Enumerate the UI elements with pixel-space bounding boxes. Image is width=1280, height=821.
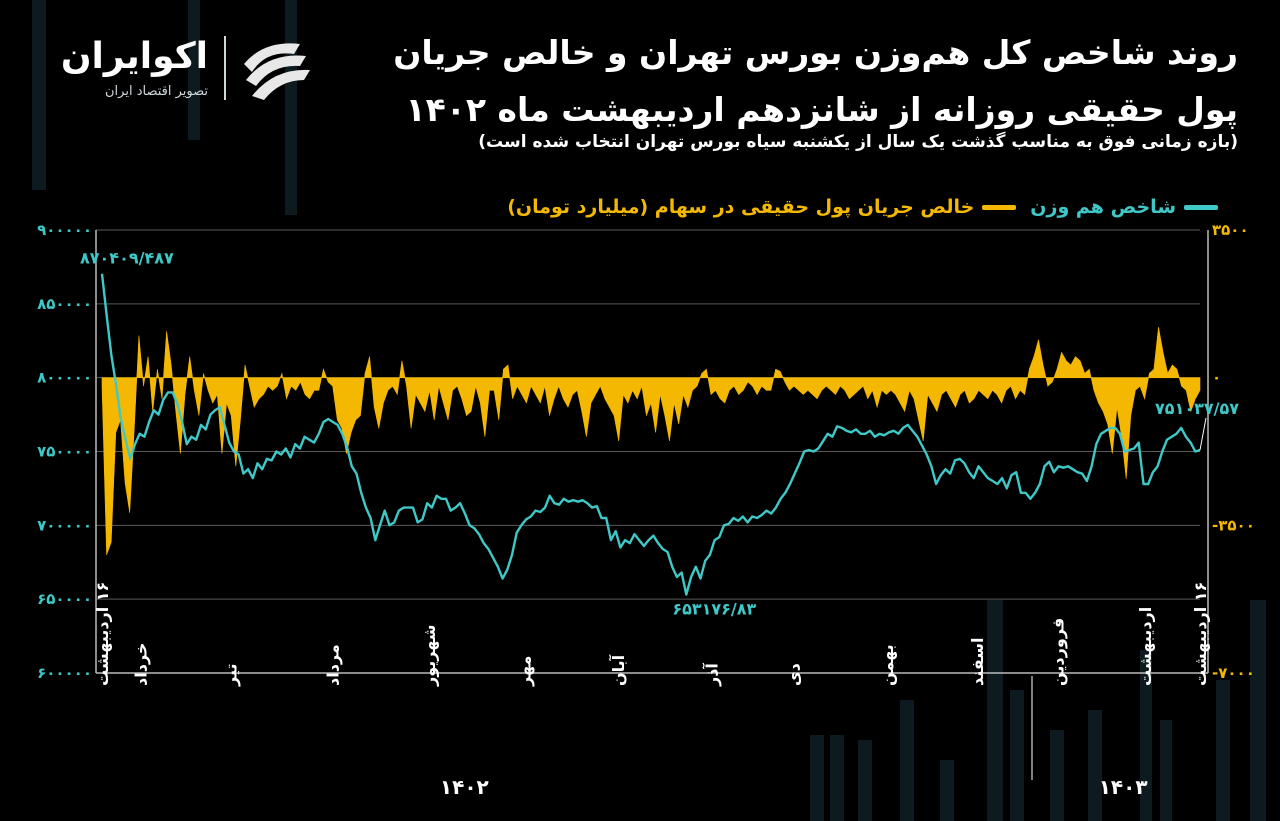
month-label: فروردین (1048, 618, 1067, 686)
right-tick-label: -۷۰۰۰ (1212, 664, 1255, 682)
legend-label-index: شاخص هم وزن (1030, 196, 1176, 218)
right-tick-label: -۳۵۰۰ (1212, 516, 1255, 534)
legend-swatch-flow (982, 204, 1017, 210)
right-tick-label: ۰ (1212, 369, 1221, 387)
series-flow-area (101, 326, 1201, 556)
month-label: تیر (221, 664, 240, 688)
month-label: ۱۶ اردیبهشت (1191, 582, 1210, 686)
left-tick-label: ۷۰۰۰۰۰ (37, 516, 92, 534)
left-tick-label: ۹۰۰۰۰۰ (37, 221, 92, 239)
month-label: مهر (516, 656, 535, 687)
left-tick-label: ۶۰۰۰۰۰ (37, 664, 92, 682)
month-label: ۱۶ اردیبهشت (93, 582, 112, 686)
month-label: اسفند (968, 637, 987, 686)
annotation-max: ۸۷۰۴۰۹/۴۸۷ (80, 249, 174, 268)
chart-legend: شاخص هم وزن خالص جریان پول حقیقی در سهام… (507, 196, 1218, 218)
left-tick-label: ۶۵۰۰۰۰ (37, 590, 92, 608)
left-tick-label: ۸۵۰۰۰۰ (37, 295, 92, 313)
page-subtitle: (بازه زمانی فوق به مناسب گذشت یک سال از … (478, 132, 1238, 152)
legend-label-flow: خالص جریان پول حقیقی در سهام (میلیارد تو… (507, 196, 975, 218)
brand-logo: اکوایران تصویر اقتصاد ایران (48, 30, 318, 110)
year-label: ۱۴۰۲ (440, 775, 489, 799)
legend-item-index: شاخص هم وزن (1030, 196, 1218, 218)
legend-item-flow: خالص جریان پول حقیقی در سهام (میلیارد تو… (507, 196, 1017, 218)
month-label: بهمن (878, 644, 897, 686)
month-label: آبان (608, 654, 628, 686)
left-tick-label: ۸۰۰۰۰۰ (37, 369, 92, 387)
year-label: ۱۴۰۳ (1099, 775, 1148, 799)
annotation-leader (1199, 417, 1207, 451)
logo-divider (224, 36, 226, 100)
month-label: مرداد (324, 644, 343, 686)
legend-swatch-index (1184, 204, 1218, 210)
month-label: خرداد (131, 643, 150, 686)
month-label: اردیبهشت (1136, 607, 1155, 686)
left-tick-label: ۷۵۰۰۰۰ (37, 443, 92, 461)
right-tick-label: ۳۵۰۰ (1212, 221, 1249, 239)
annotation-min: ۶۵۳۱۷۶/۸۳ (672, 599, 756, 618)
annotation-last: ۷۵۱۰۳۷/۵۷ (1155, 399, 1239, 418)
month-label: دی (785, 663, 804, 686)
month-label: شهریور (420, 625, 439, 688)
brand-mark-icon (244, 43, 310, 100)
month-label: آذر (701, 663, 721, 687)
series-index-line (100, 273, 1201, 596)
page-title: روند شاخص کل هم‌وزن بورس تهران و خالص جر… (393, 33, 1238, 129)
brand-name: اکوایران (60, 36, 208, 77)
brand-tagline: تصویر اقتصاد ایران (105, 84, 208, 99)
